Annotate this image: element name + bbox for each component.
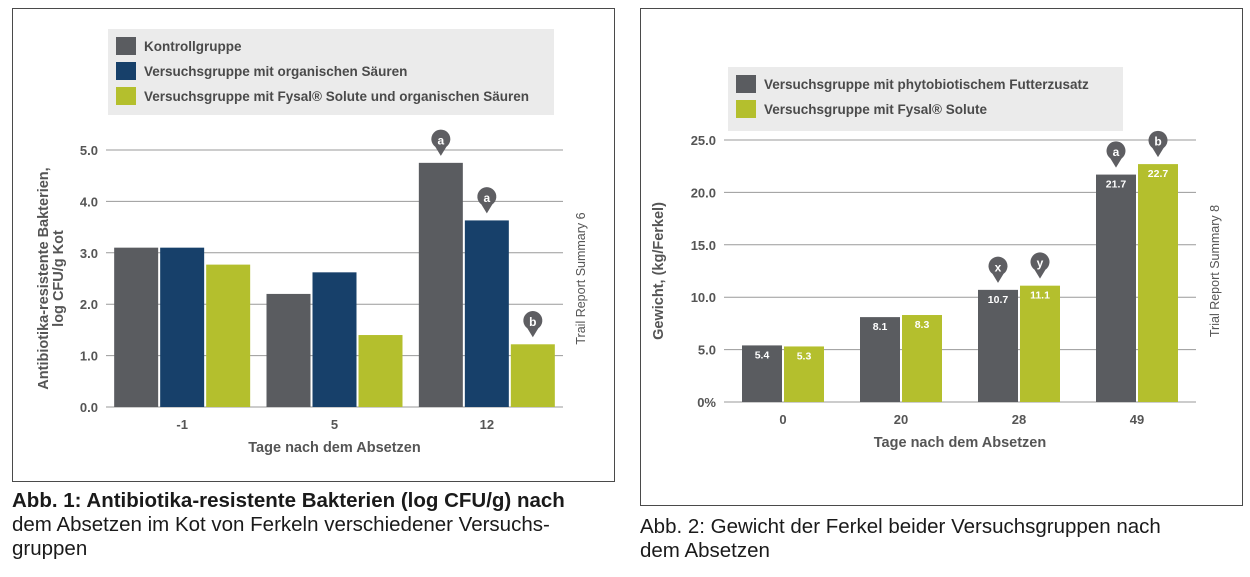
y-tick-label-4: 4.0 xyxy=(80,194,98,209)
bar-3-12 xyxy=(510,344,555,407)
y-axis-title: Gewicht, (kg/Ferkel) xyxy=(651,202,667,340)
bar-1-0 xyxy=(742,345,782,402)
x-axis-title: Tage nach dem Absetzen xyxy=(874,435,1046,451)
y-tick-label-5: 5.0 xyxy=(80,143,98,158)
bar-value-label-1-28: 10.7 xyxy=(988,294,1009,306)
bar-value-label-2-49: 22.7 xyxy=(1148,168,1169,180)
legend-background xyxy=(108,29,554,115)
x-tick-label-1: 5 xyxy=(331,417,338,432)
significance-marker-1-28-letter: x xyxy=(995,260,1002,274)
y-tick-label-1: 5.0 xyxy=(698,343,716,358)
figure-2-panel: Versuchsgruppe mit phytobiotischem Futte… xyxy=(640,8,1243,506)
x-tick-label-0: -1 xyxy=(176,417,188,432)
x-tick-label-1: 20 xyxy=(894,412,908,427)
significance-marker-2-28-letter: y xyxy=(1037,256,1044,270)
y-tick-label-2: 10.0 xyxy=(691,290,716,305)
bar-2-28 xyxy=(1020,285,1060,402)
legend-label-1: Kontrollgruppe xyxy=(144,39,242,54)
bar-value-label-2-20: 8.3 xyxy=(915,319,930,331)
y-tick-label-2: 2.0 xyxy=(80,297,98,312)
bar-2-0 xyxy=(784,346,824,402)
bar-1-28 xyxy=(978,289,1018,402)
caption-1-line-3: gruppen xyxy=(12,537,88,560)
legend-label-2: Versuchsgruppe mit Fysal® Solute xyxy=(764,102,987,117)
bar-3--1 xyxy=(206,264,251,407)
legend-label-3: Versuchsgruppe mit Fysal® Solute und org… xyxy=(144,89,529,104)
y-axis-title-line-1: Antibiotika-resistente Bakterien, xyxy=(36,167,52,389)
legend-swatch-1 xyxy=(116,37,136,55)
bar-value-label-2-0: 5.3 xyxy=(797,350,812,362)
legend-label-2: Versuchsgruppe mit organischen Säuren xyxy=(144,64,407,79)
source-side-label: Trial Report Summary 8 xyxy=(1208,205,1222,337)
significance-marker-2-12-letter: a xyxy=(483,191,490,205)
y-tick-label-5: 25.0 xyxy=(691,133,716,148)
chart-2: Versuchsgruppe mit phytobiotischem Futte… xyxy=(651,67,1222,451)
bar-1-49 xyxy=(1096,174,1136,402)
significance-marker-1-12-letter: a xyxy=(437,133,444,147)
significance-marker-2-12-pin xyxy=(477,187,497,214)
legend-swatch-2 xyxy=(116,62,136,80)
bar-value-label-1-49: 21.7 xyxy=(1106,179,1127,191)
bar-1-20 xyxy=(860,317,900,402)
significance-marker-2-49-letter: b xyxy=(1154,135,1161,149)
bar-value-label-2-28: 11.1 xyxy=(1030,290,1050,302)
bar-2--1 xyxy=(160,247,205,407)
bar-3-5 xyxy=(358,335,403,407)
bar-2-49 xyxy=(1138,164,1178,402)
legend-background xyxy=(728,67,1123,131)
caption-2-line-2: dem Absetzen xyxy=(640,539,770,562)
x-axis-title: Tage nach dem Absetzen xyxy=(248,440,420,456)
chart-1: Kontrollgruppe Versuchsgruppe mit organis… xyxy=(36,29,588,456)
bar-2-12 xyxy=(464,220,509,407)
y-tick-label-1: 1.0 xyxy=(80,349,98,364)
x-tick-label-0: 0 xyxy=(779,412,786,427)
significance-marker-3-12-pin xyxy=(523,311,543,338)
x-tick-label-2: 28 xyxy=(1012,412,1026,427)
significance-marker-1-49-letter: a xyxy=(1113,145,1120,159)
y-tick-label-0: 0% xyxy=(697,395,716,410)
bar-1-12 xyxy=(418,162,463,407)
x-tick-label-2: 12 xyxy=(480,417,494,432)
legend-label-1: Versuchsgruppe mit phytobiotischem Futte… xyxy=(764,77,1089,92)
significance-marker-1-12-pin xyxy=(431,129,451,156)
bar-value-label-1-0: 5.4 xyxy=(755,349,770,361)
x-tick-label-3: 49 xyxy=(1130,412,1144,427)
legend-swatch-1 xyxy=(736,75,756,93)
bar-value-label-1-20: 8.1 xyxy=(873,321,888,333)
significance-marker-1-49-pin xyxy=(1106,141,1126,168)
y-tick-label-3: 3.0 xyxy=(80,246,98,261)
bar-2-5 xyxy=(312,272,357,407)
figure-2-caption: Abb. 2: Gewicht der Ferkel beider Versuc… xyxy=(640,515,1240,563)
significance-marker-1-28-pin xyxy=(988,256,1008,283)
significance-marker-3-12-letter: b xyxy=(529,315,536,329)
legend-swatch-2 xyxy=(736,100,756,118)
caption-1-line-2: dem Absetzen im Kot von Ferkeln verschie… xyxy=(12,513,550,536)
y-tick-label-0: 0.0 xyxy=(80,400,98,415)
bar-1-5 xyxy=(266,293,311,407)
caption-2-line-1: Abb. 2: Gewicht der Ferkel beider Versuc… xyxy=(640,515,1161,538)
bar-1--1 xyxy=(114,247,159,407)
caption-1-line-1: Abb. 1: Antibiotika-resistente Bakterien… xyxy=(12,489,565,512)
y-tick-label-3: 15.0 xyxy=(691,238,716,253)
source-side-label: Trail Report Summary 6 xyxy=(574,212,588,344)
bar-2-20 xyxy=(902,315,942,402)
significance-marker-2-49-pin xyxy=(1148,130,1168,158)
legend-swatch-3 xyxy=(116,87,136,105)
figure-1-caption: Abb. 1: Antibiotika-resistente Bakterien… xyxy=(12,489,612,561)
figure-1-panel: Kontrollgruppe Versuchsgruppe mit organis… xyxy=(12,8,615,482)
significance-marker-2-28-pin xyxy=(1030,252,1050,279)
y-tick-label-4: 20.0 xyxy=(691,185,716,200)
y-axis-title-line-2: log CFU/g Kot xyxy=(51,230,67,327)
